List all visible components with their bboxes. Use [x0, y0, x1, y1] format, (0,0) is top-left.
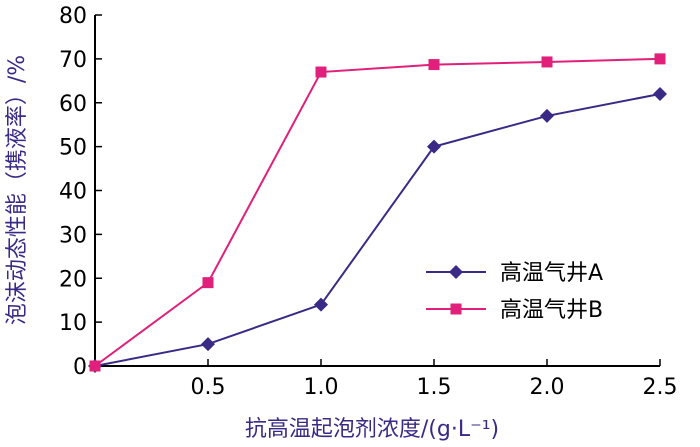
legend-label: 高温气井A — [500, 261, 603, 286]
y-tick-label: 40 — [59, 180, 87, 205]
y-tick-label: 20 — [59, 267, 87, 292]
x-axis-title: 抗高温起泡剂浓度/(g·L⁻¹) — [245, 417, 499, 442]
data-point — [427, 139, 441, 154]
y-tick-label: 60 — [59, 92, 87, 117]
data-point — [314, 297, 328, 312]
chart-ticks: 0 10 20 30 40 50 60 70 80 0.5 1.0 1.5 2.0 2.5 — [59, 4, 678, 400]
legend-marker — [449, 265, 463, 279]
series-line — [94, 92, 661, 367]
data-point — [540, 108, 554, 123]
series-b — [89, 53, 666, 372]
y-axis-title: 泡沫动态性能（携液率）/% — [5, 55, 30, 325]
data-point — [428, 59, 440, 71]
x-tick-label: 1.0 — [304, 375, 339, 400]
data-point — [541, 56, 553, 68]
y-tick-label: 10 — [59, 311, 87, 336]
y-tick-label: 80 — [59, 4, 87, 29]
x-tick-label: 2.5 — [643, 375, 678, 400]
series-a — [88, 86, 667, 373]
x-tick-label: 1.5 — [417, 375, 452, 400]
x-tick-label: 2.0 — [530, 375, 565, 400]
chart-legend: 高温气井A 高温气井B — [426, 261, 603, 323]
legend-item: 高温气井A — [426, 261, 603, 286]
y-tick-label: 50 — [59, 136, 87, 161]
data-point — [315, 66, 327, 78]
data-point — [654, 53, 666, 65]
series-line — [94, 57, 661, 367]
legend-item: 高温气井B — [426, 298, 603, 323]
data-point — [653, 86, 667, 101]
legend-label: 高温气井B — [500, 298, 603, 323]
y-tick-label: 30 — [59, 223, 87, 248]
y-tick-label: 0 — [73, 355, 87, 380]
data-point — [202, 277, 214, 289]
y-tick-label: 70 — [59, 48, 87, 73]
data-point — [201, 337, 215, 352]
chart-series — [88, 53, 667, 373]
data-point — [89, 360, 101, 372]
legend-marker — [450, 303, 462, 315]
x-tick-label: 0.5 — [191, 375, 226, 400]
